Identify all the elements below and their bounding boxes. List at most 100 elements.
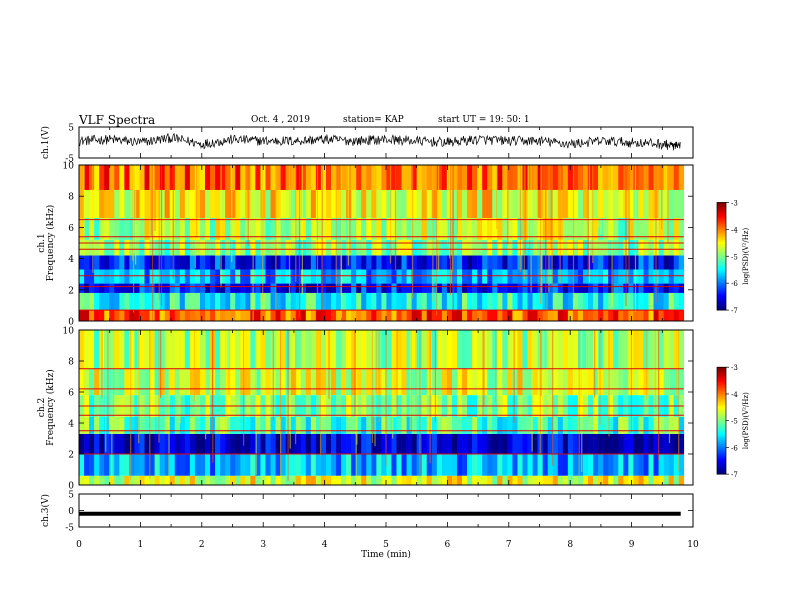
ch1-spectrum-streak (394, 165, 397, 271)
ch1-spectrum-band-cell (381, 269, 387, 284)
ch2-spectrum-streak (243, 330, 245, 446)
ch1-spectrum-band-cell (381, 218, 387, 240)
ch2-spectrum-band-cell (673, 454, 680, 476)
ch2-spectrum-band-cell (487, 416, 493, 434)
ch1-spectrum-band-cell (411, 310, 417, 321)
ch2-spectrum-band-cell (351, 454, 357, 476)
ch1-spectrum-streak (548, 165, 550, 292)
ch1-spectrum-streak (247, 165, 249, 247)
ch2-spectrum-band-cell (552, 368, 559, 396)
ch2-spectrum-band-cell (456, 433, 463, 454)
ch2-spectrum-band-cell (532, 368, 538, 396)
ch2-spectrum-band-cell (235, 454, 241, 476)
ch1-spectrum-band-cell (169, 283, 176, 293)
ch1-spectrum-band-cell (426, 269, 433, 284)
ch2-spectrum-band-cell (199, 454, 206, 476)
ch1-spectrum-band-cell (109, 310, 115, 321)
ch2-spectrum-band-cell (320, 433, 327, 454)
ch1-spectrum-band-cell (507, 292, 513, 311)
ch2-spectrum-band-cell (290, 330, 297, 369)
ch2-spectrum-colorbar-cell (717, 449, 726, 452)
ch1-spectrum-band-cell (467, 292, 473, 311)
ch2-spectrum-band-cell (94, 330, 100, 369)
ch1-spectrum-band-cell (416, 283, 423, 293)
ch1-spectrum-band-cell (89, 310, 95, 321)
ch1-spectrum-streak (340, 165, 343, 318)
ch1-spectrum-band-cell (668, 283, 675, 293)
ch2-spectrum-streak (295, 330, 297, 445)
ch2-spectrum-band-cell (386, 454, 392, 476)
ch2-spectrum-band-cell (638, 433, 644, 454)
ch2-spectrum-band-cell (361, 433, 367, 454)
ch1-spectrum-band-cell (159, 255, 165, 270)
ch1-spectrum-band-cell (426, 218, 433, 240)
ch2-spectrum-band-cell (331, 416, 337, 434)
ch1-spectrum-band-cell (220, 269, 226, 284)
ch2-spectrum-band-cell (169, 433, 176, 454)
ch1-spectrum-band-cell (507, 218, 513, 240)
ch2-spectrum-band-cell (371, 475, 377, 485)
ch2-spectrum-colorbar-cell (717, 447, 726, 450)
ch1-spectrum-band-cell (502, 283, 508, 293)
ch1-spectrum-band-cell (129, 292, 135, 311)
ch1-spectrum-band-cell (184, 292, 191, 311)
ch1-spectrum-band-cell (416, 165, 423, 190)
ch2-spectrum-band-cell (411, 368, 417, 396)
ch1-spectrum-band-cell (512, 218, 518, 240)
ch1-spectrum-streak (432, 165, 434, 302)
ch1-spectrum-band-cell (527, 189, 533, 219)
ch1-spectrum-band-cell (124, 239, 130, 256)
ch2-spectrum-band-cell (582, 416, 589, 434)
ch2-spectrum-band-cell (678, 475, 685, 485)
ch1-spectrum-band-cell (361, 310, 367, 321)
ch2-spectrum-streak (319, 330, 322, 456)
ch2-spectrum-band-cell (245, 330, 251, 369)
ch1-spectrum-band-cell (79, 189, 85, 219)
ch1-spectrum-band-cell (366, 310, 372, 321)
ch1-spectrum-streak (572, 165, 575, 298)
ch1-spectrum-colorbar-cell (717, 254, 726, 257)
ch1-spectrum-band-cell (618, 283, 624, 293)
ch1-spectrum-band-cell (567, 269, 574, 284)
ch2-spectrum-band-cell (320, 330, 327, 369)
ch2-spectrum-band-cell (391, 475, 397, 485)
ch1-spectrum-band-cell (643, 239, 649, 256)
ch1-spectrum-band-cell (109, 255, 115, 270)
ch1-spectrum-band-cell (174, 165, 181, 190)
ch1-spectrum-band-cell (502, 269, 508, 284)
ch1-spectrum-band-cell (189, 255, 196, 270)
ch1-spectrum-band-cell (593, 283, 599, 293)
ch1-spectrum-band-cell (421, 292, 428, 311)
ch2-spectrum-band-cell (512, 433, 518, 454)
ch2-spectrum-ytick-label: 8 (68, 358, 74, 368)
ch2-spectrum-band-cell (205, 368, 211, 396)
ch1-spectrum-band-cell (598, 310, 604, 321)
ch1-spectrum-band-cell (562, 165, 569, 190)
ch2-spectrum-colorbar-tick-label: -5 (731, 418, 738, 426)
ch1-spectrum-colorbar-cell (717, 236, 726, 239)
ch1-spectrum-band-cell (220, 165, 226, 190)
ch2-spectrum-band-cell (401, 433, 407, 454)
ch1-spectrum-band-cell (270, 310, 276, 321)
ch1-spectrum-band-cell (351, 165, 357, 190)
ch1-spectrum-band-cell (487, 189, 493, 219)
ch1-spectrum-band-cell (663, 218, 669, 240)
ch2-spectrum-band-cell (431, 454, 438, 476)
ch1-spectrum-band-cell (336, 310, 342, 321)
ch2-spectrum-band-cell (114, 475, 120, 485)
ch1-spectrum-ytick-label: 4 (68, 255, 74, 265)
ch1-spectrum-band-cell (502, 165, 508, 190)
ch1-spectrum-band-cell (159, 189, 165, 219)
ch2-spectrum-band-cell (472, 454, 478, 476)
ch2-spectrum-band-cell (628, 433, 634, 454)
ch2-spectrum-band-cell (346, 433, 352, 454)
ch1-spectrum-streak (135, 165, 137, 265)
ch2-spectrum-band-cell (527, 330, 533, 369)
ch1-spectrum-band-cell (618, 189, 624, 219)
ch2-spectrum-band-cell (406, 475, 412, 485)
ch1-spectrum-band-cell (552, 255, 559, 270)
ch2-spectrum-streak (138, 330, 140, 444)
ch1-spectrum-band-cell (310, 189, 317, 219)
ch1-spectrum-band-cell (532, 189, 538, 219)
ch1-spectrum-band-cell (164, 189, 171, 219)
